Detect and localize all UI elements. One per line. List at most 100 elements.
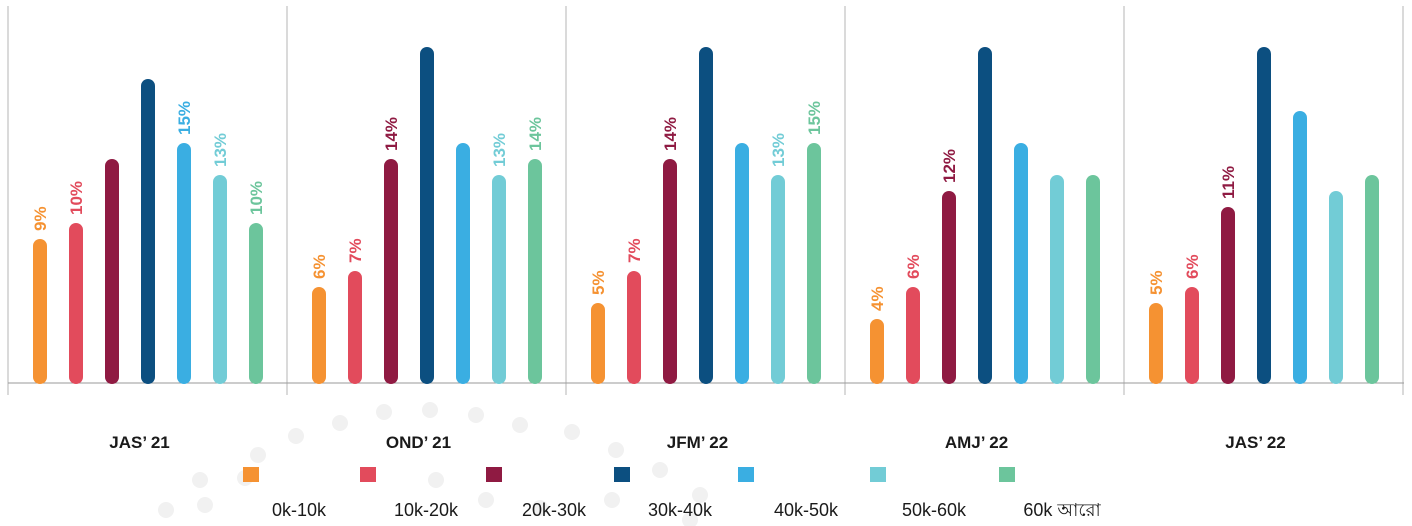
legend-swatch [870, 467, 886, 482]
bar-30k-40k-1 [420, 47, 434, 384]
bar-value-label: 5% [589, 270, 608, 295]
bar-60k-আরো-3 [1086, 175, 1100, 384]
bar-value-label: 7% [346, 238, 365, 263]
bar-50k-60k-2 [771, 175, 785, 384]
background-dot-pattern [158, 402, 708, 526]
background-dot [564, 424, 580, 440]
bar-labels-layer: 9% 10% 15% 13% 10% 6% 7% 14% 13% 14% 5% 7% 14% 13% 15%… [31, 101, 1238, 311]
group-dividers [7, 6, 1404, 395]
background-dot [288, 428, 304, 444]
bar-60k-আরো-0 [249, 223, 263, 384]
bar-60k-আরো-2 [807, 143, 821, 384]
background-dot [478, 492, 494, 508]
legend-label: 50k-60k [902, 500, 967, 520]
background-dot [692, 487, 708, 503]
bar-20k-30k-3 [942, 191, 956, 384]
legend-swatch [243, 467, 259, 482]
bar-0k-10k-0 [33, 239, 47, 384]
background-dot [376, 404, 392, 420]
bar-value-label: 14% [661, 117, 680, 151]
bar-value-label: 6% [310, 254, 329, 279]
legend-swatch [486, 467, 502, 482]
bar-value-label: 13% [211, 133, 230, 167]
category-label: AMJ’ 22 [945, 433, 1008, 452]
background-dot [428, 472, 444, 488]
bar-40k-50k-3 [1014, 143, 1028, 384]
bar-value-label: 9% [31, 206, 50, 231]
bar-value-label: 4% [868, 286, 887, 311]
background-dot [652, 462, 668, 478]
legend: 0k-10k 10k-20k 20k-30k 30k-40k 40k-50k 50k-60… [243, 467, 1101, 520]
legend-swatch [999, 467, 1015, 482]
category-label: JFM’ 22 [667, 433, 728, 452]
bar-10k-20k-2 [627, 271, 641, 384]
bar-20k-30k-2 [663, 159, 677, 384]
bar-50k-60k-0 [213, 175, 227, 384]
bar-10k-20k-1 [348, 271, 362, 384]
background-dot [250, 447, 266, 463]
bar-value-label: 15% [175, 101, 194, 135]
bar-30k-40k-3 [978, 47, 992, 384]
background-dot [468, 407, 484, 423]
legend-label: 30k-40k [648, 500, 713, 520]
bar-value-label: 10% [247, 181, 266, 215]
bar-value-label: 13% [769, 133, 788, 167]
legend-swatch [738, 467, 754, 482]
bar-0k-10k-4 [1149, 303, 1163, 384]
background-dot [532, 500, 548, 516]
bar-50k-60k-4 [1329, 191, 1343, 384]
legend-label: 10k-20k [394, 500, 459, 520]
bar-20k-30k-1 [384, 159, 398, 384]
bar-10k-20k-4 [1185, 287, 1199, 384]
bar-50k-60k-3 [1050, 175, 1064, 384]
bar-40k-50k-4 [1293, 111, 1307, 384]
bars-layer [33, 47, 1379, 384]
bar-60k-আরো-4 [1365, 175, 1379, 384]
bar-10k-20k-0 [69, 223, 83, 384]
legend-swatch [614, 467, 630, 482]
background-dot [158, 502, 174, 518]
bar-40k-50k-2 [735, 143, 749, 384]
category-label: JAS’ 21 [109, 433, 170, 452]
bar-value-label: 12% [940, 149, 959, 183]
bar-40k-50k-0 [177, 143, 191, 384]
bar-10k-20k-3 [906, 287, 920, 384]
bar-40k-50k-1 [456, 143, 470, 384]
legend-label: 40k-50k [774, 500, 839, 520]
legend-swatch [360, 467, 376, 482]
bar-30k-40k-4 [1257, 47, 1271, 384]
background-dot [512, 417, 528, 433]
legend-label: 20k-30k [522, 500, 587, 520]
bar-value-label: 6% [904, 254, 923, 279]
category-label: JAS’ 22 [1225, 433, 1286, 452]
bar-20k-30k-4 [1221, 207, 1235, 384]
background-dot [604, 492, 620, 508]
bar-value-label: 13% [490, 133, 509, 167]
background-dot [192, 472, 208, 488]
background-dot [332, 415, 348, 431]
legend-label: 0k-10k [272, 500, 327, 520]
bar-50k-60k-1 [492, 175, 506, 384]
category-labels: JAS’ 21 OND’ 21 JFM’ 22 AMJ’ 22 JAS’ 22 [109, 433, 1286, 452]
bar-value-label: 14% [382, 117, 401, 151]
legend-label: 60k আরো [1023, 500, 1101, 520]
bar-30k-40k-0 [141, 79, 155, 384]
background-dot [608, 442, 624, 458]
bar-value-label: 10% [67, 181, 86, 215]
bar-0k-10k-2 [591, 303, 605, 384]
bar-0k-10k-3 [870, 319, 884, 384]
bar-value-label: 7% [625, 238, 644, 263]
bar-value-label: 6% [1183, 254, 1202, 279]
bar-0k-10k-1 [312, 287, 326, 384]
bar-value-label: 5% [1147, 270, 1166, 295]
bar-30k-40k-2 [699, 47, 713, 384]
background-dot [682, 512, 698, 526]
bar-20k-30k-0 [105, 159, 119, 384]
bar-value-label: 15% [805, 101, 824, 135]
bar-value-label: 11% [1219, 166, 1238, 199]
bar-value-label: 14% [526, 117, 545, 151]
background-dot [422, 402, 438, 418]
bar-60k-আরো-1 [528, 159, 542, 384]
category-label: OND’ 21 [386, 433, 451, 452]
